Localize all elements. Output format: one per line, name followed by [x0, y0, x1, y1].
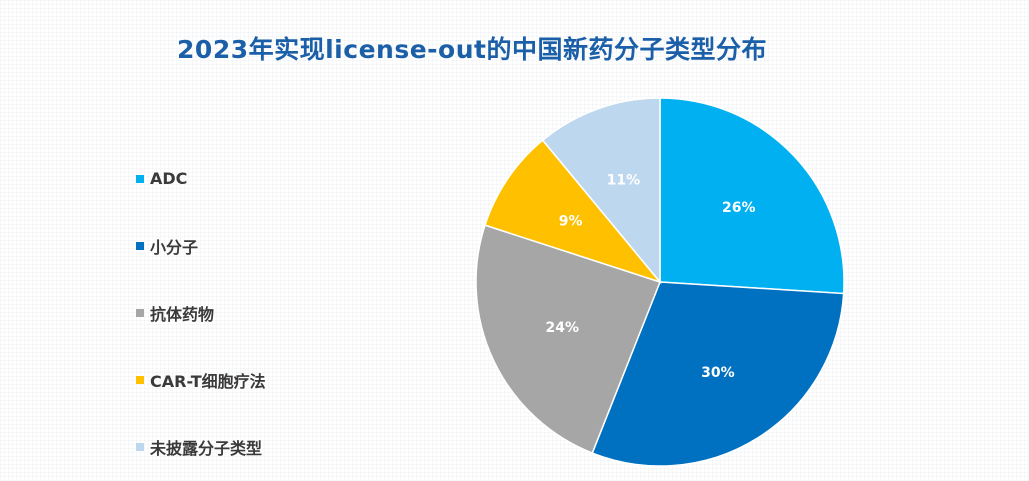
legend-label: CAR-T细胞疗法	[150, 371, 266, 391]
legend-item: 小分子	[136, 212, 266, 279]
legend-label: 小分子	[150, 237, 199, 257]
chart-legend: ADC 小分子抗体药物 CAR-T细胞疗法 未披露分子类型	[136, 145, 266, 480]
pie-slice	[591, 281, 845, 467]
legend-label: ADC	[150, 169, 188, 188]
legend-swatch	[136, 174, 144, 183]
pie-data-label: 11%	[607, 172, 641, 188]
legend-item: CAR-T细胞疗法	[136, 346, 266, 413]
legend-label: 抗体药物	[150, 304, 215, 324]
legend-swatch	[136, 308, 144, 317]
pie-slice	[484, 139, 663, 284]
legend-item: 抗体药物	[136, 279, 266, 346]
chart-title: 2023年实现license-out的中国新药分子类型分布	[177, 35, 767, 64]
pie-data-label: 26%	[722, 200, 756, 216]
pie-data-label: 9%	[559, 213, 583, 229]
pie-slice	[541, 97, 661, 285]
legend-swatch	[136, 375, 144, 384]
pie-slice	[475, 224, 661, 455]
pie-data-label: 24%	[546, 320, 580, 336]
legend-swatch	[136, 241, 144, 250]
pie-slice	[659, 97, 845, 295]
legend-item: ADC	[136, 145, 266, 212]
legend-item: 未披露分子类型	[136, 413, 266, 480]
legend-label: 未披露分子类型	[150, 438, 263, 458]
legend-swatch	[136, 442, 144, 451]
pie-data-label: 30%	[701, 365, 735, 381]
